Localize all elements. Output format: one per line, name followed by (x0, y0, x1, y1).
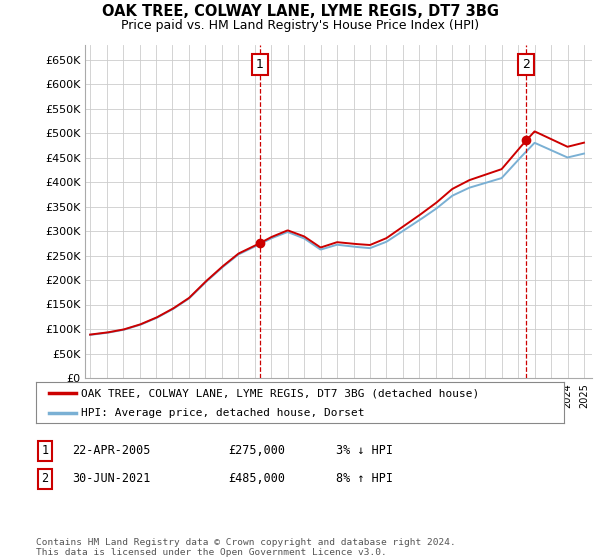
Text: OAK TREE, COLWAY LANE, LYME REGIS, DT7 3BG: OAK TREE, COLWAY LANE, LYME REGIS, DT7 3… (101, 4, 499, 19)
Text: Price paid vs. HM Land Registry's House Price Index (HPI): Price paid vs. HM Land Registry's House … (121, 19, 479, 32)
Text: 30-JUN-2021: 30-JUN-2021 (72, 472, 151, 486)
Text: 2: 2 (41, 472, 49, 486)
Text: OAK TREE, COLWAY LANE, LYME REGIS, DT7 3BG (detached house): OAK TREE, COLWAY LANE, LYME REGIS, DT7 3… (81, 389, 479, 398)
Text: HPI: Average price, detached house, Dorset: HPI: Average price, detached house, Dors… (81, 408, 364, 418)
Text: £275,000: £275,000 (228, 444, 285, 458)
Text: £485,000: £485,000 (228, 472, 285, 486)
Text: 22-APR-2005: 22-APR-2005 (72, 444, 151, 458)
Text: 1: 1 (256, 58, 263, 71)
Text: Contains HM Land Registry data © Crown copyright and database right 2024.
This d: Contains HM Land Registry data © Crown c… (36, 538, 456, 557)
Text: 3% ↓ HPI: 3% ↓ HPI (336, 444, 393, 458)
Text: 2: 2 (523, 58, 530, 71)
Text: 1: 1 (41, 444, 49, 458)
Text: 8% ↑ HPI: 8% ↑ HPI (336, 472, 393, 486)
